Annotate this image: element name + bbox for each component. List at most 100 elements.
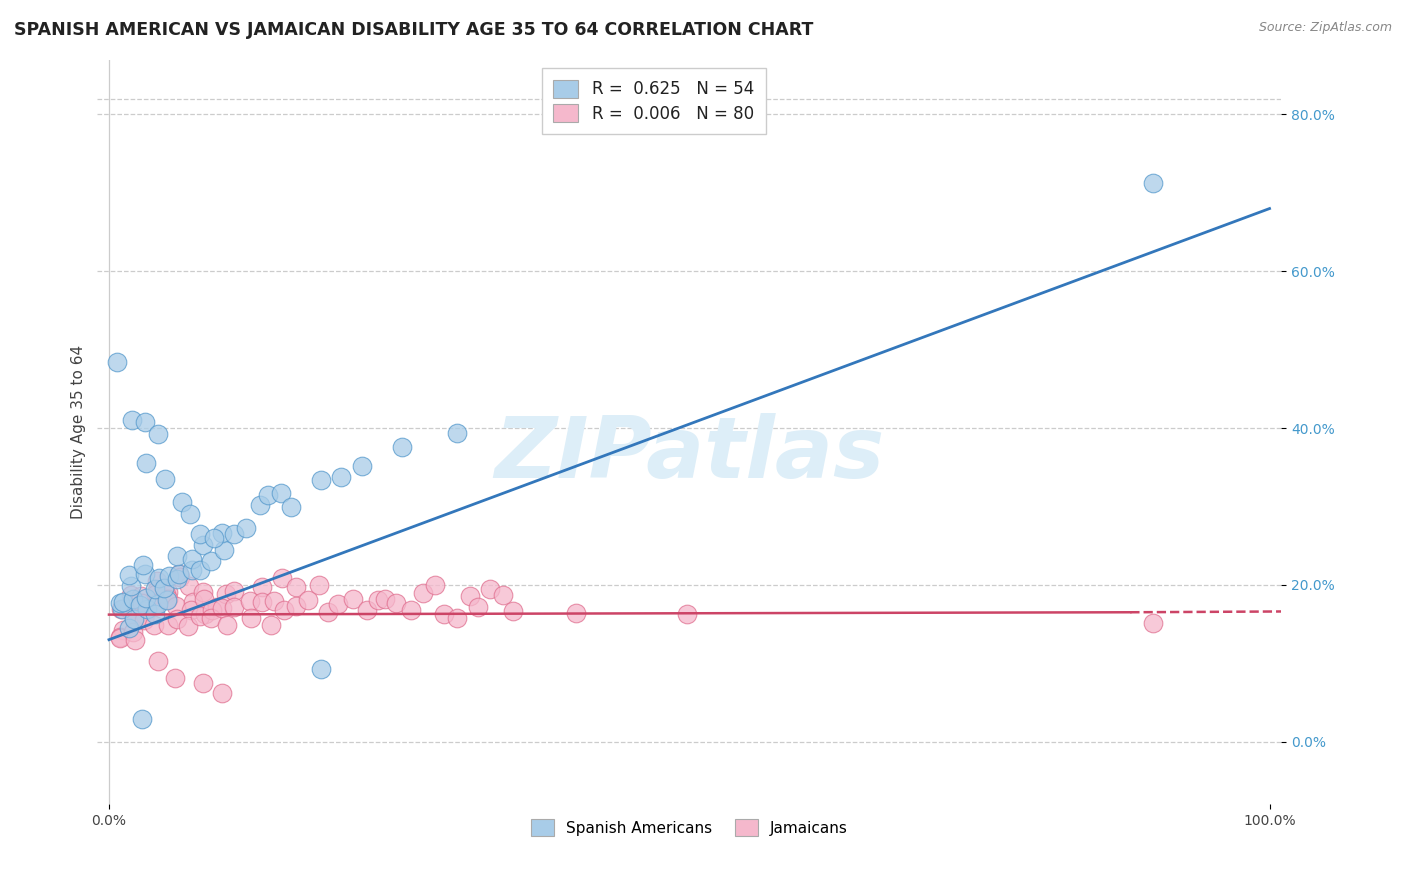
Point [166, 549, 188, 564]
Point [129, 589, 152, 603]
Point [188, 526, 211, 541]
Point [124, 611, 146, 625]
Point [165, 599, 187, 613]
Point [120, 588, 142, 602]
Point [214, 543, 236, 558]
Point [328, 597, 350, 611]
Point [134, 416, 156, 430]
Point [177, 578, 200, 592]
Point [492, 588, 515, 602]
Point [316, 605, 339, 619]
Point [446, 426, 468, 441]
Point [118, 567, 141, 582]
Legend: Spanish Americans, Jamaicans: Spanish Americans, Jamaicans [522, 810, 858, 845]
Point [297, 593, 319, 607]
Point [110, 602, 132, 616]
Point [179, 507, 201, 521]
Point [181, 563, 204, 577]
Point [284, 580, 307, 594]
Point [350, 458, 373, 473]
Point [188, 563, 211, 577]
Point [167, 566, 190, 581]
Point [502, 604, 524, 618]
Point [157, 569, 180, 583]
Point [166, 572, 188, 586]
Point [205, 599, 228, 614]
Point [676, 607, 699, 621]
Point [110, 596, 132, 610]
Point [169, 567, 191, 582]
Point [215, 587, 238, 601]
Point [194, 607, 217, 622]
Point [166, 612, 188, 626]
Y-axis label: Disability Age 35 to 64: Disability Age 35 to 64 [72, 345, 86, 519]
Text: Source: ZipAtlas.com: Source: ZipAtlas.com [1258, 21, 1392, 34]
Point [191, 676, 214, 690]
Point [120, 579, 142, 593]
Point [148, 597, 170, 611]
Point [342, 591, 364, 606]
Point [157, 585, 180, 599]
Point [122, 624, 145, 639]
Point [309, 662, 332, 676]
Point [146, 582, 169, 597]
Point [367, 593, 389, 607]
Point [156, 592, 179, 607]
Point [458, 589, 481, 603]
Point [146, 654, 169, 668]
Point [467, 599, 489, 614]
Point [401, 602, 423, 616]
Point [136, 601, 159, 615]
Point [222, 599, 245, 614]
Point [129, 598, 152, 612]
Point [146, 426, 169, 441]
Point [260, 617, 283, 632]
Point [121, 592, 143, 607]
Point [330, 470, 353, 484]
Point [280, 500, 302, 514]
Point [202, 531, 225, 545]
Point [1142, 615, 1164, 630]
Point [131, 713, 153, 727]
Point [181, 552, 204, 566]
Point [156, 593, 179, 607]
Point [235, 521, 257, 535]
Point [121, 412, 143, 426]
Point [132, 558, 155, 572]
Point [250, 580, 273, 594]
Point [146, 574, 169, 589]
Point [142, 618, 165, 632]
Point [148, 571, 170, 585]
Point [284, 599, 307, 613]
Point [191, 538, 214, 552]
Point [124, 633, 146, 648]
Point [356, 603, 378, 617]
Point [240, 611, 263, 625]
Point [122, 612, 145, 626]
Point [145, 587, 167, 601]
Point [200, 603, 222, 617]
Point [134, 566, 156, 581]
Point [177, 619, 200, 633]
Point [183, 594, 205, 608]
Point [224, 527, 246, 541]
Point [118, 602, 141, 616]
Text: ZIPatlas: ZIPatlas [494, 413, 884, 496]
Point [250, 595, 273, 609]
Point [132, 613, 155, 627]
Point [200, 554, 222, 568]
Point [565, 606, 588, 620]
Point [263, 593, 285, 607]
Point [193, 591, 215, 606]
Point [257, 488, 280, 502]
Point [391, 440, 413, 454]
Point [135, 457, 157, 471]
Point [211, 601, 233, 615]
Point [122, 609, 145, 624]
Point [156, 617, 179, 632]
Point [239, 594, 262, 608]
Point [374, 591, 396, 606]
Point [433, 607, 456, 622]
Point [143, 582, 166, 597]
Point [478, 582, 501, 597]
